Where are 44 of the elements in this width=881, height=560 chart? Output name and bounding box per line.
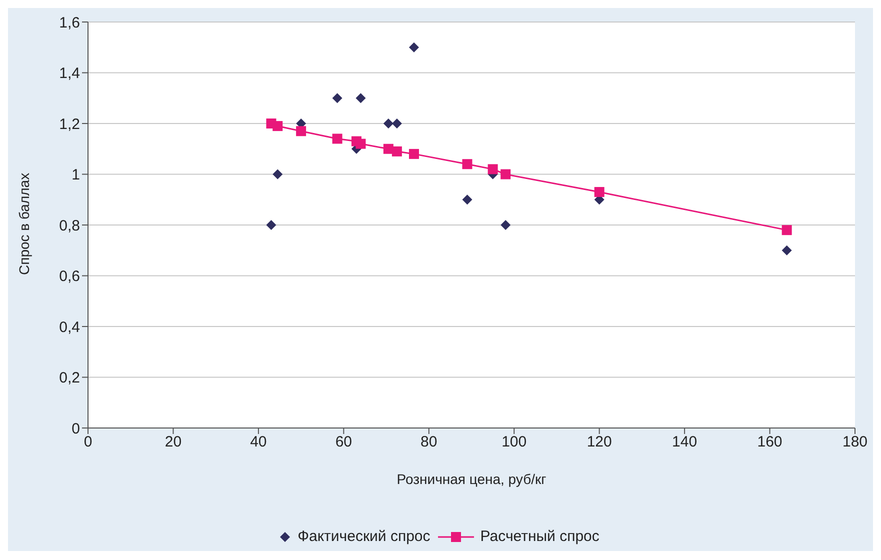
y-tick-label: 0,4 (59, 318, 80, 336)
point (782, 245, 792, 256)
y-tick-label: 1,2 (59, 116, 80, 133)
point (488, 164, 498, 174)
point (782, 225, 792, 236)
point (332, 134, 342, 144)
y-tick-label: 0,8 (59, 217, 80, 234)
y-tick-label: 1 (72, 166, 80, 184)
y-tick-label: 1,4 (59, 65, 80, 82)
point (408, 148, 419, 159)
point (594, 187, 604, 198)
point (392, 146, 402, 156)
x-axis-title: Розничная цена, руб/кг (396, 471, 546, 487)
point (383, 118, 394, 128)
point (462, 194, 472, 205)
point (296, 126, 306, 136)
y-tick-label: 0,2 (59, 370, 80, 387)
x-tick-label: 0 (84, 434, 92, 451)
point (272, 169, 283, 180)
x-tick-label: 140 (672, 434, 698, 451)
point (500, 169, 511, 180)
y-axis-title: Спрос в баллах (16, 172, 32, 275)
point (356, 93, 366, 104)
point (356, 138, 366, 149)
x-tick-label: 20 (164, 434, 182, 451)
x-tick-label: 180 (842, 434, 868, 451)
point (272, 121, 283, 132)
point (408, 42, 419, 52)
point (266, 220, 276, 230)
x-tick-label: 120 (586, 434, 612, 451)
point (392, 118, 402, 128)
point (462, 159, 472, 170)
x-tick-label: 160 (757, 434, 782, 451)
y-tick-label: 0,6 (59, 268, 80, 286)
point (500, 220, 511, 230)
y-tick-label: 0 (72, 420, 80, 438)
x-tick-label: 80 (420, 434, 438, 451)
legend-label: Фактический спрос (298, 528, 430, 545)
x-tick-label: 40 (250, 434, 267, 451)
x-tick-label: 60 (335, 434, 352, 451)
y-tick-label: 1,6 (59, 14, 80, 32)
x-tick-label: 100 (502, 434, 527, 451)
legend-label: Расчетный спрос (480, 528, 600, 545)
point (332, 93, 342, 104)
